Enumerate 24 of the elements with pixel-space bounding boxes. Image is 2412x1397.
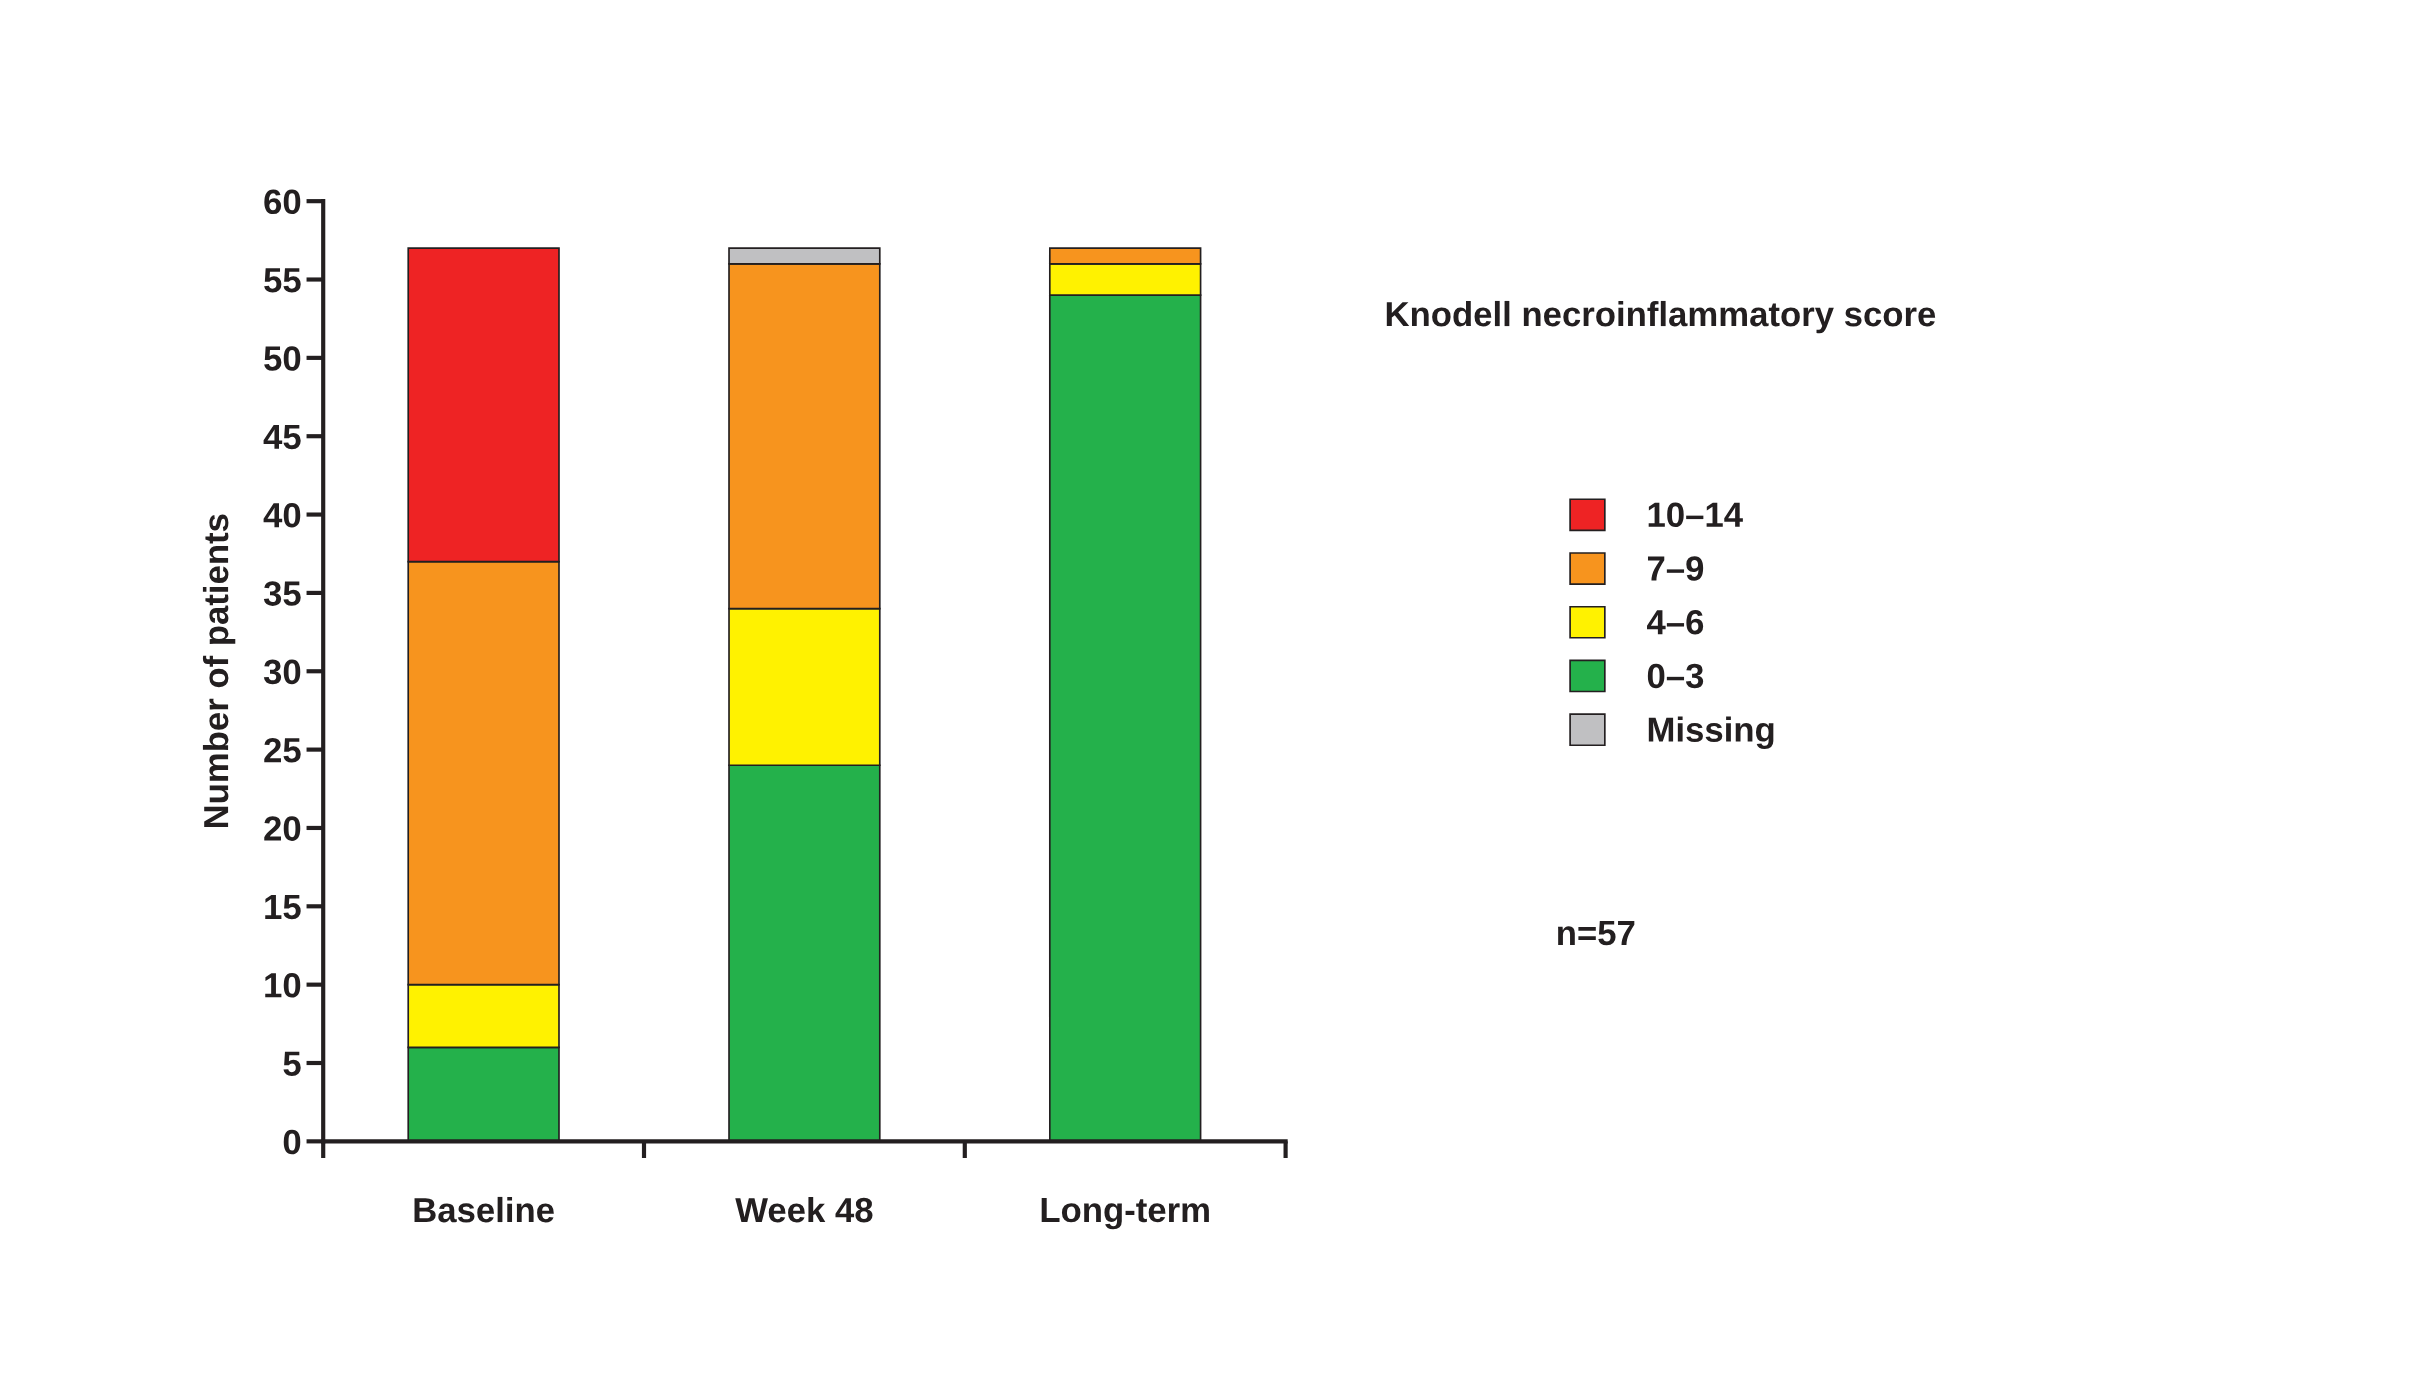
x-tick-label: Long-term	[1041, 1198, 1209, 1230]
legend-label: 4–6	[1647, 609, 1704, 635]
y-tick-label: 35	[263, 581, 301, 606]
legend-label: Missing	[1648, 716, 1774, 749]
y-axis-title: Number of patients	[202, 514, 236, 828]
y-tick-label: 50	[264, 346, 301, 371]
y-tick-label: 5	[283, 1051, 301, 1076]
text: n=57	[1558, 921, 1635, 946]
legend-label: 7–9	[1647, 556, 1704, 581]
y-tick-label: 10	[265, 972, 301, 998]
y-tick-label: 60	[264, 189, 301, 215]
x-tick-label: Baseline	[414, 1196, 554, 1223]
legend-label: 0–3	[1647, 663, 1704, 689]
y-tick-label: 20	[264, 816, 301, 841]
legend-title: Knodell necroinflammatory score	[1386, 300, 1936, 334]
x-tick-label: Week 48	[735, 1196, 873, 1223]
legend-label: 10–14	[1648, 502, 1743, 528]
y-tick-label: 30	[263, 659, 301, 685]
y-tick-label: 15	[265, 895, 301, 920]
y-tick-label: 40	[263, 502, 301, 528]
y-tick-label: 25	[264, 737, 301, 763]
y-tick-label: 0	[283, 1129, 301, 1155]
y-tick-label: 55	[264, 268, 301, 293]
y-tick-label: 45	[263, 424, 301, 450]
